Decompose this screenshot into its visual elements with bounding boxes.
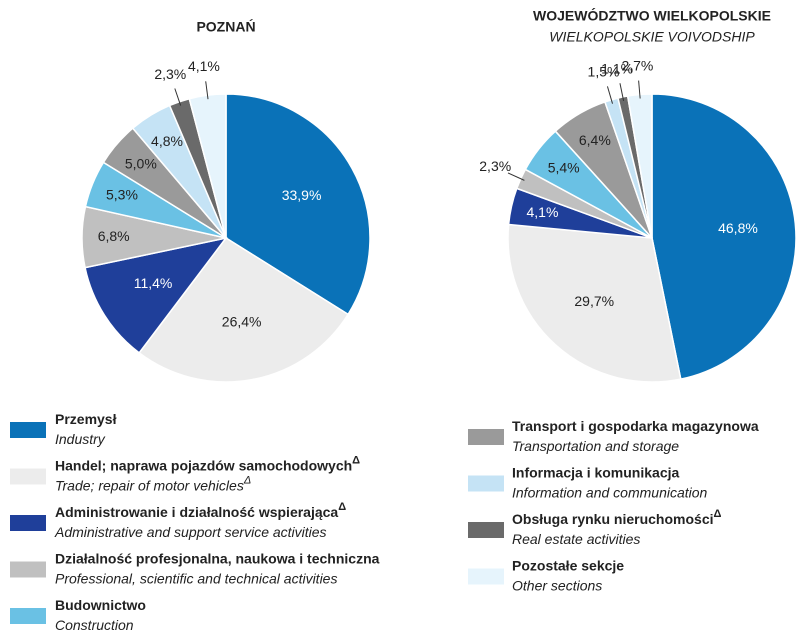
legend-note: Δ — [243, 474, 251, 486]
legend-translation-text: Other sections — [512, 577, 602, 593]
value-label: 2,3% — [154, 66, 186, 82]
legend-label-text: Budownictwo — [55, 597, 146, 613]
value-label: 33,9% — [282, 187, 322, 203]
legend-translation: Industry — [55, 431, 106, 447]
legend-label-text: Obsługa rynku nieruchomości — [512, 511, 714, 527]
legend-translation-text: Industry — [55, 431, 106, 447]
legend-note: Δ — [352, 454, 360, 466]
legend-translation-text: Construction — [55, 617, 134, 633]
legend-label-text: Handel; naprawa pojazdów samochodowych — [55, 457, 352, 473]
legend-swatch — [10, 561, 46, 578]
legend-label: Informacja i komunikacja — [512, 464, 679, 480]
value-label: 26,4% — [222, 314, 262, 330]
legend-translation-text: Transportation and storage — [512, 438, 679, 454]
legend-translation: Real estate activities — [512, 531, 640, 547]
legend-label: Przemysł — [55, 411, 117, 427]
legend-translation: Information and communication — [512, 484, 708, 500]
value-label: 4,8% — [151, 133, 183, 149]
value-label: 5,4% — [548, 159, 580, 175]
legend-label-text: Informacja i komunikacja — [512, 464, 679, 480]
legend-swatch — [10, 515, 46, 531]
value-label: 46,8% — [718, 220, 758, 236]
value-label: 4,1% — [527, 204, 559, 220]
value-label: 11,4% — [134, 275, 173, 291]
value-label: 1,5% — [588, 64, 620, 80]
legend-swatch — [10, 422, 46, 438]
legend-label-text: Administrowanie i działalność wspierając… — [55, 504, 338, 520]
legend-label: Handel; naprawa pojazdów samochodowychΔ — [55, 454, 360, 473]
legend-label-text: Transport i gospodarka magazynowa — [512, 418, 759, 434]
value-label: 2,7% — [621, 57, 653, 73]
leader-line — [205, 81, 209, 100]
legend-label: Transport i gospodarka magazynowa — [512, 418, 759, 434]
value-label: 5,3% — [106, 186, 138, 202]
leader-line — [606, 86, 613, 104]
legend-translation-text: Real estate activities — [512, 531, 640, 547]
value-label: 29,7% — [574, 293, 614, 309]
chart-title: WOJEWÓDZTWO WIELKOPOLSKIE — [533, 7, 771, 24]
legend-translation: Trade; repair of motor vehiclesΔ — [55, 474, 251, 493]
legend-label: Działalność profesjonalna, naukowa i tec… — [55, 550, 380, 566]
pie-slice — [225, 93, 371, 316]
legend-translation-text: Professional, scientific and technical a… — [55, 570, 337, 586]
legend-translation: Professional, scientific and technical a… — [55, 570, 337, 586]
value-label: 4,1% — [188, 58, 220, 74]
value-label: 2,3% — [479, 158, 511, 174]
legend-translation: Construction — [55, 617, 134, 633]
pie-slice — [507, 223, 682, 383]
legend-translation-text: Administrative and support service activ… — [54, 524, 327, 540]
legend-label-text: Działalność profesjonalna, naukowa i tec… — [55, 550, 380, 566]
leader-line — [174, 88, 182, 106]
legend-swatch — [468, 568, 504, 585]
pie-slice — [84, 236, 228, 354]
legend-translation-text: Trade; repair of motor vehicles — [55, 477, 244, 493]
legend-swatch — [468, 475, 504, 492]
leader-line — [619, 83, 625, 102]
legend-translation: Administrative and support service activ… — [54, 524, 327, 540]
legend-translation: Other sections — [512, 577, 602, 593]
legend-swatch — [10, 468, 46, 485]
leader-line — [507, 172, 525, 181]
legend-translation: Transportation and storage — [512, 438, 679, 454]
leader-line — [638, 80, 641, 99]
legend-note: Δ — [714, 508, 722, 520]
chart-subtitle: WIELKOPOLSKIE VOIVODSHIP — [549, 29, 755, 45]
legend-label: Administrowanie i działalność wspierając… — [55, 501, 346, 520]
legend-swatch — [468, 429, 504, 445]
legend-swatch — [10, 608, 46, 624]
legend-label: Obsługa rynku nieruchomościΔ — [512, 508, 722, 527]
pie-slice — [138, 236, 350, 383]
value-label: 5,0% — [125, 155, 157, 171]
legend-label: Budownictwo — [55, 597, 146, 613]
pie-slice — [651, 93, 797, 380]
legend-note: Δ — [338, 501, 346, 513]
legend-swatch — [468, 522, 504, 538]
legend-label-text: Pozostałe sekcje — [512, 557, 624, 573]
legend-translation-text: Information and communication — [512, 484, 708, 500]
legend-label-text: Przemysł — [55, 411, 117, 427]
value-label: 6,4% — [579, 132, 611, 148]
legend-label: Pozostałe sekcje — [512, 557, 624, 573]
value-label: 6,8% — [98, 228, 130, 244]
value-label: 1,1% — [601, 60, 633, 76]
chart-title: POZNAŃ — [196, 19, 255, 35]
